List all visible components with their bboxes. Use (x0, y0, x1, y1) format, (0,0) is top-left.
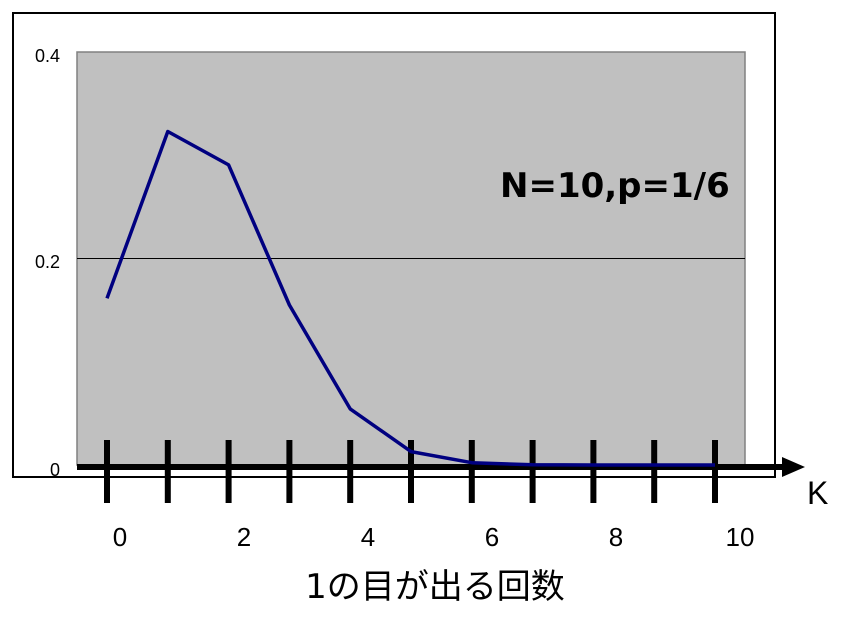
y-tick-label-0: 0 (50, 460, 60, 480)
x-tick-label-4: 4 (361, 522, 375, 552)
series-line (105, 129, 715, 467)
x-tick-labels: 0 2 4 6 8 10 (113, 522, 755, 552)
x-tick-label-10: 10 (726, 522, 755, 552)
y-tick-label-0.2: 0.2 (35, 252, 60, 272)
x-axis-letter: K (807, 475, 828, 511)
x-tick-label-6: 6 (485, 522, 499, 552)
x-tick-label-2: 2 (237, 522, 251, 552)
y-tick-label-0.4: 0.4 (35, 46, 60, 66)
x-axis-title: 1の目が出る回数 (305, 567, 565, 607)
x-tick-label-0: 0 (113, 522, 127, 552)
annotation-label: N=10,p=1/6 (500, 166, 730, 206)
x-axis-arrowhead (782, 457, 805, 477)
x-tick-label-8: 8 (609, 522, 623, 552)
x-ticks (104, 440, 718, 503)
